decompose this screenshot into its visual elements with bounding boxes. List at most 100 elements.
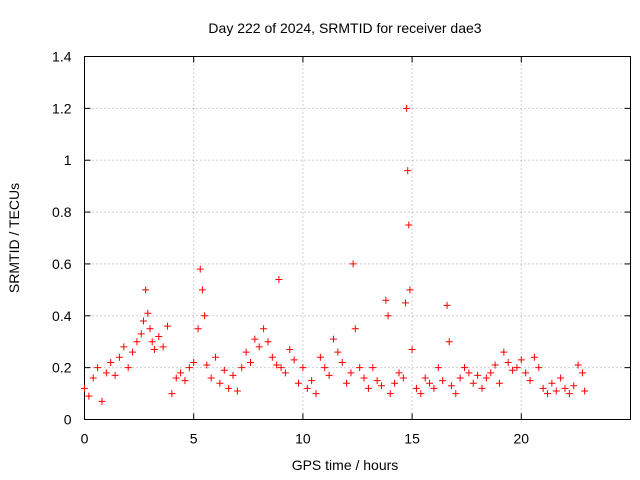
data-point [403, 104, 411, 112]
data-point [408, 345, 416, 353]
data-point [552, 387, 560, 395]
data-point [539, 384, 547, 392]
data-point [530, 353, 538, 361]
data-point [565, 390, 573, 398]
data-point [364, 384, 372, 392]
data-point [456, 374, 464, 382]
data-point [308, 377, 316, 385]
data-point [399, 374, 407, 382]
data-point [561, 384, 569, 392]
data-point [148, 338, 156, 346]
grid-lines [84, 56, 631, 420]
data-point [107, 358, 115, 366]
data-point [421, 374, 429, 382]
data-points [81, 104, 589, 405]
data-point [445, 338, 453, 346]
data-point [144, 309, 152, 317]
data-point [233, 387, 241, 395]
data-point [338, 358, 346, 366]
data-point [159, 343, 167, 351]
data-point [395, 369, 403, 377]
axis-ticks: 0 0.2 0.4 0.6 0.8 1 1.2 1.4 0 5 10 15 20 [52, 49, 631, 447]
data-point [268, 353, 276, 361]
data-point [522, 369, 530, 377]
data-point [517, 356, 525, 364]
data-point [439, 377, 447, 385]
data-point [129, 348, 137, 356]
data-point [196, 265, 204, 273]
data-point [133, 338, 141, 346]
data-point [207, 374, 215, 382]
data-point [194, 325, 202, 333]
data-point [242, 348, 250, 356]
data-point [360, 374, 368, 382]
data-point [570, 382, 578, 390]
data-point [246, 358, 254, 366]
data-point [142, 286, 150, 294]
data-point [172, 374, 180, 382]
data-point [81, 384, 88, 392]
data-point [509, 366, 517, 374]
data-point [578, 369, 586, 377]
data-point [495, 379, 503, 387]
data-point [434, 364, 442, 372]
data-point [190, 358, 198, 366]
data-point [238, 364, 246, 372]
data-point [349, 260, 357, 268]
x-tick-label: 10 [295, 431, 311, 447]
data-point [347, 369, 355, 377]
data-point [264, 338, 272, 346]
data-point [469, 379, 477, 387]
data-point [513, 364, 521, 372]
data-point [168, 390, 176, 398]
y-tick-label: 0 [64, 412, 72, 428]
data-point [391, 379, 399, 387]
data-point [461, 364, 469, 372]
data-point [378, 382, 386, 390]
data-point [155, 333, 163, 341]
data-point [447, 382, 455, 390]
x-tick-label: 5 [190, 431, 198, 447]
data-point [329, 335, 337, 343]
data-point [150, 345, 158, 353]
data-point [504, 358, 512, 366]
data-point [290, 356, 298, 364]
data-point [303, 384, 311, 392]
data-point [412, 384, 420, 392]
data-point [94, 364, 102, 372]
y-tick-label: 0.2 [52, 360, 72, 376]
y-axis-label: SRMTID / TECUs [6, 183, 22, 293]
y-tick-label: 1 [64, 152, 72, 168]
data-point [198, 286, 206, 294]
y-tick-label: 0.4 [52, 308, 72, 324]
x-tick-label: 20 [514, 431, 530, 447]
data-point [111, 371, 119, 379]
data-point [402, 299, 410, 307]
data-point [89, 374, 97, 382]
data-point [98, 397, 106, 405]
data-point [312, 390, 320, 398]
data-point [85, 392, 93, 400]
data-point [299, 364, 307, 372]
data-point [574, 361, 582, 369]
data-point [325, 371, 333, 379]
data-point [185, 364, 193, 372]
y-tick-label: 0.6 [52, 256, 72, 272]
data-point [382, 296, 390, 304]
data-point [487, 369, 495, 377]
y-tick-label: 1.4 [52, 49, 72, 65]
data-point [295, 379, 303, 387]
chart-title: Day 222 of 2024, SRMTID for receiver dae… [208, 20, 481, 36]
y-tick-label: 0.8 [52, 204, 72, 220]
data-point [526, 377, 534, 385]
data-point [343, 379, 351, 387]
data-point [229, 371, 237, 379]
data-point [281, 369, 289, 377]
data-point [474, 371, 482, 379]
data-point [255, 343, 263, 351]
data-point [500, 348, 508, 356]
data-point [137, 330, 145, 338]
data-point [146, 325, 154, 333]
data-point [225, 384, 233, 392]
